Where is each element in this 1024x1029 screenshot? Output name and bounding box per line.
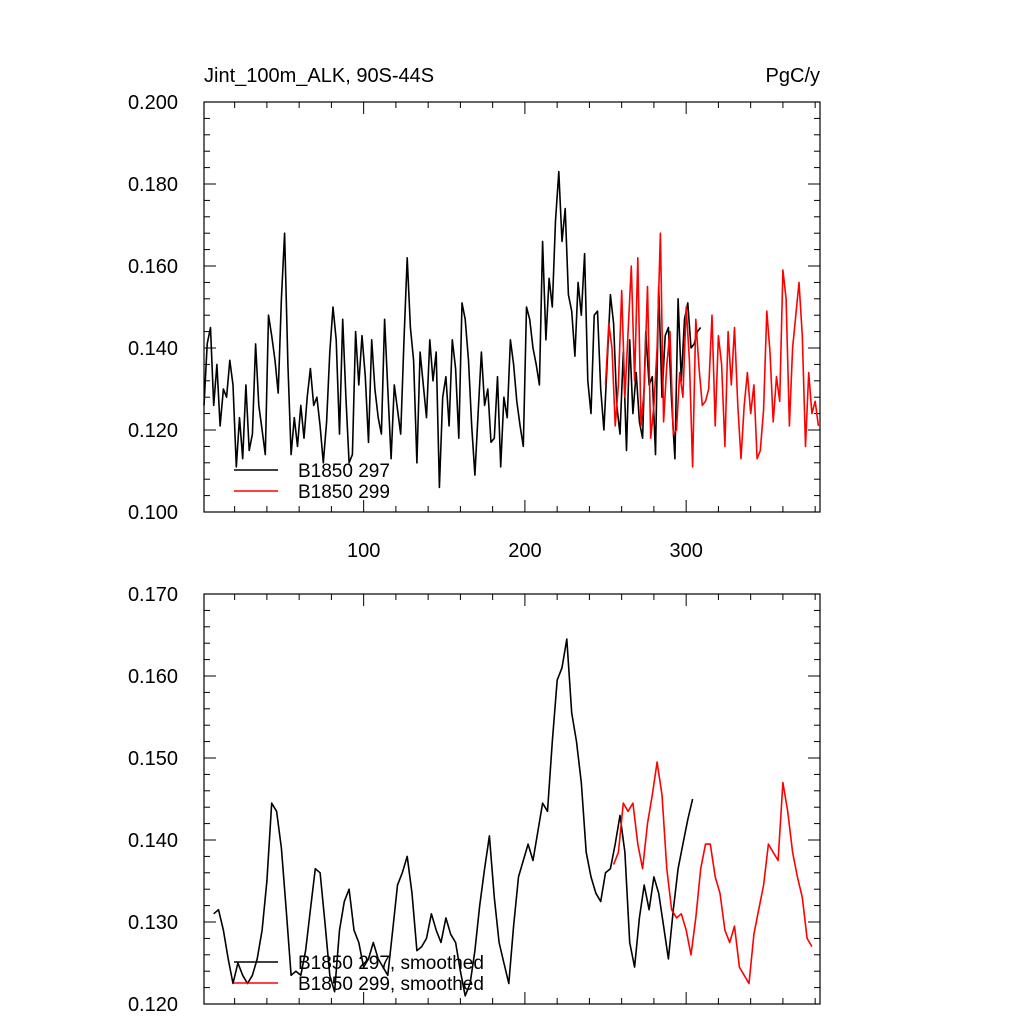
series-line-1: [203, 170, 702, 489]
y-tick-label: 0.170: [128, 584, 178, 606]
y-tick-label: 0.200: [128, 92, 178, 114]
x-tick-label: 200: [508, 540, 541, 562]
legend-label-2: B1850 299, smoothed: [298, 974, 484, 995]
y-tick-label: 0.100: [128, 502, 178, 524]
y-tick-label: 0.160: [128, 666, 178, 688]
series-line-2: [612, 761, 813, 985]
chart-panel-1: 0.100 0.120 0.140 0.160 0.180 0.200 100 200 300 B…: [128, 92, 821, 562]
series-line-2: [604, 232, 820, 468]
y-tick-label: 0.180: [128, 174, 178, 196]
legend-label-2: B1850 299: [298, 482, 390, 503]
series-line-1: [213, 638, 694, 997]
chart-title: Jint_100m_ALK, 90S-44S: [204, 65, 434, 87]
legend-label-1: B1850 297: [298, 461, 390, 482]
legend-label-1: B1850 297, smoothed: [298, 953, 484, 974]
y-tick-label: 0.160: [128, 256, 178, 278]
y-tick-label: 0.120: [128, 994, 178, 1016]
chart-panel-2: 0.120 0.130 0.140 0.150 0.160 0.170 B1850 297,…: [128, 584, 821, 1016]
x-tick-label: 100: [347, 540, 380, 562]
y-tick-label: 0.120: [128, 420, 178, 442]
y-tick-label: 0.130: [128, 912, 178, 934]
plot-frame: [203, 101, 821, 513]
x-tick-label: 300: [669, 540, 702, 562]
y-tick-label: 0.140: [128, 338, 178, 360]
plot-frame: [203, 593, 821, 1005]
y-tick-label: 0.140: [128, 830, 178, 852]
y-tick-label: 0.150: [128, 748, 178, 770]
chart-units: PgC/y: [766, 65, 820, 87]
